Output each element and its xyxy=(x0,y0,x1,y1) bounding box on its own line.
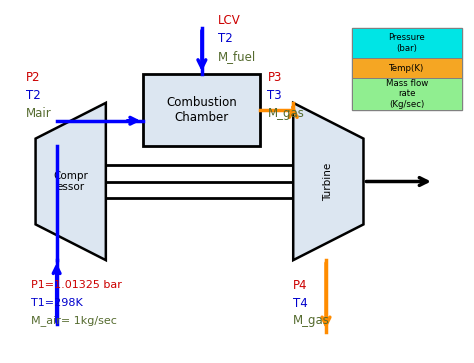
Text: Pressure
(bar): Pressure (bar) xyxy=(388,33,425,53)
Bar xyxy=(352,58,462,78)
Text: T3: T3 xyxy=(267,89,282,102)
Text: T2: T2 xyxy=(218,32,233,45)
Polygon shape xyxy=(36,103,106,260)
Bar xyxy=(352,28,462,58)
Text: M_gas: M_gas xyxy=(293,314,330,327)
Text: Mass flow
rate
(Kg/sec): Mass flow rate (Kg/sec) xyxy=(386,79,428,109)
Text: Turbine: Turbine xyxy=(323,162,333,201)
Bar xyxy=(352,78,462,110)
Polygon shape xyxy=(293,103,364,260)
Text: Mair: Mair xyxy=(26,107,52,120)
Text: M_air= 1kg/sec: M_air= 1kg/sec xyxy=(31,315,117,326)
Bar xyxy=(352,28,462,110)
Text: P2: P2 xyxy=(26,72,41,84)
Text: P1=1.01325 bar: P1=1.01325 bar xyxy=(31,280,122,290)
Text: P4: P4 xyxy=(293,279,308,291)
Text: M_fuel: M_fuel xyxy=(218,50,256,63)
Text: Compr
essor: Compr essor xyxy=(53,171,88,192)
Text: T2: T2 xyxy=(26,89,41,102)
Text: LCV: LCV xyxy=(218,14,241,27)
Text: P3: P3 xyxy=(267,72,282,84)
Text: M_gas: M_gas xyxy=(267,107,304,120)
Bar xyxy=(143,74,260,146)
Text: T1=298K: T1=298K xyxy=(31,298,82,308)
Text: Combustion
Chamber: Combustion Chamber xyxy=(166,96,237,124)
Text: Temp(K): Temp(K) xyxy=(389,64,424,73)
Text: T4: T4 xyxy=(293,297,308,310)
